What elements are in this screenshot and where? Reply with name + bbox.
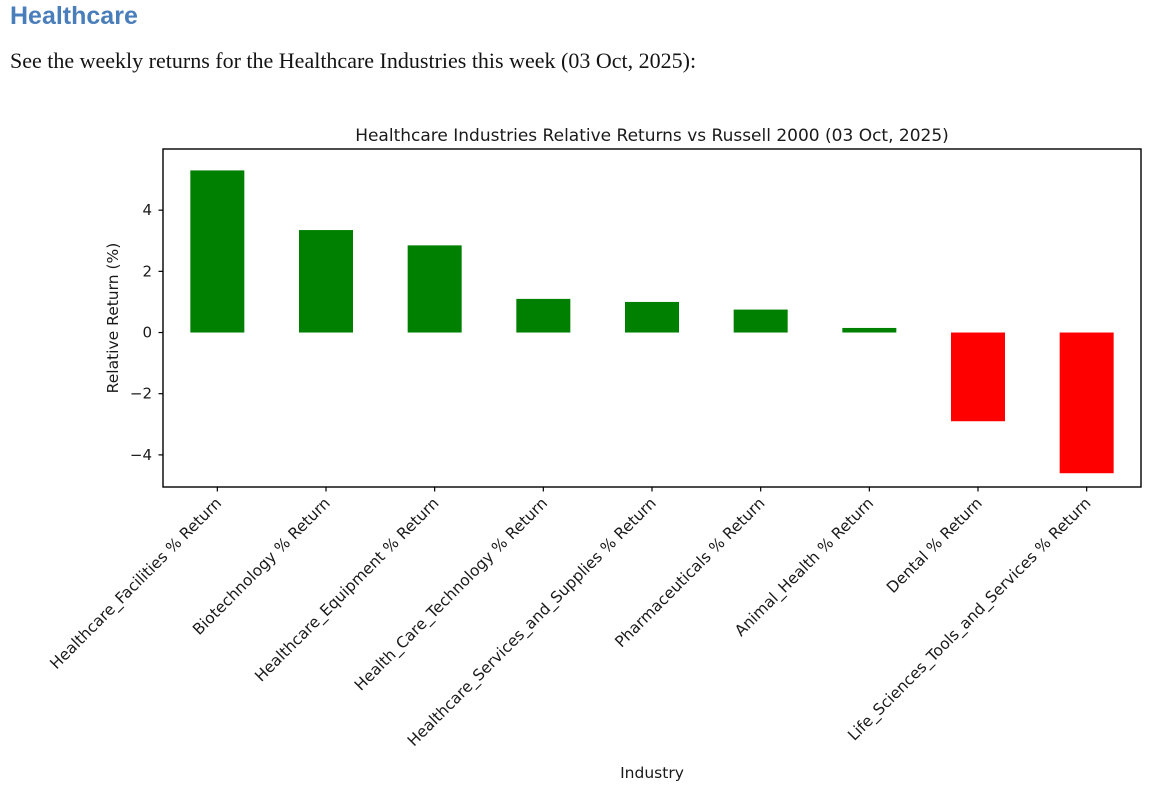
page-title: Healthcare [10,2,138,30]
y-axis-label: Relative Return (%) [104,243,122,394]
bar [842,327,897,333]
bar [299,230,353,333]
x-tick-label: Life_Sciences_Tools_and_Services % Retur… [844,494,1095,745]
x-tick-label: Healthcare_Facilities % Return [46,494,225,673]
x-tick-label: Dental % Return [883,494,986,597]
chart-title: Healthcare Industries Relative Returns v… [355,126,949,146]
x-tick-label: Health_Care_Technology % Return [351,494,552,695]
bar [733,309,788,333]
x-axis-label: Industry [620,764,684,782]
plot-frame [162,148,1142,488]
y-tick-label: 2 [142,262,152,280]
bar [951,332,1005,422]
y-tick-label: 0 [142,324,152,342]
bar [1059,332,1114,474]
bar [625,301,679,333]
bar [407,245,462,333]
y-tick-label: −4 [130,446,152,464]
y-tick-label: −2 [130,385,152,403]
bar-chart-canvas: Healthcare Industries Relative Returns v… [46,126,1142,782]
bar [516,298,571,333]
intro-text: See the weekly returns for the Healthcar… [10,48,697,73]
x-tick-label: Healthcare_Services_and_Supplies % Retur… [404,494,661,751]
y-tick-label: 4 [142,201,152,219]
bar [190,170,245,333]
returns-bar-chart: Healthcare Industries Relative Returns v… [0,112,1154,792]
x-tick-label: Healthcare_Equipment % Return [251,494,443,686]
